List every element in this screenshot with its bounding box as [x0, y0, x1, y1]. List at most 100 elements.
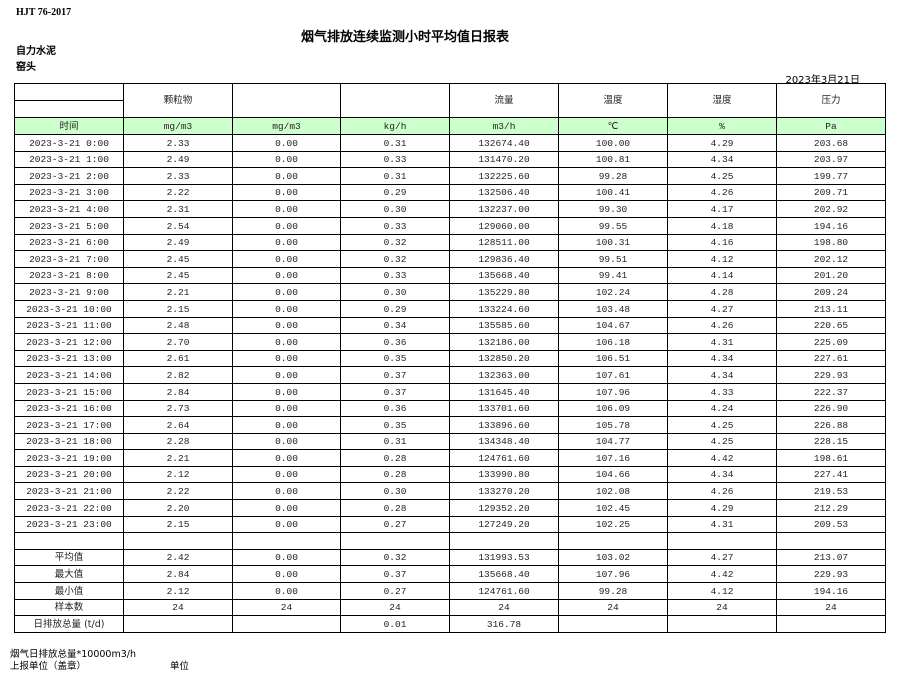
table-row: 2023-3-21 16:00 2.73 0.00 0.36 133701.60 106.… [14, 399, 886, 418]
cell-concentration: 0.00 [232, 134, 341, 152]
cell-particulate: 2.48 [123, 316, 233, 335]
cell-time: 日排放总量 (t/d) [14, 615, 124, 633]
cell-emission-rate: 24 [340, 598, 450, 617]
cell-emission-rate: 0.28 [340, 499, 450, 517]
cell-humidity: 4.16 [667, 233, 777, 252]
cell-humidity: 4.17 [667, 200, 777, 218]
footer-note: 烟气日排放总量*10000m3/h [10, 649, 136, 660]
cell-time: 2023-3-21 14:00 [14, 366, 124, 384]
cell-time: 2023-3-21 11:00 [14, 316, 124, 335]
cell-emission-rate: 0.35 [340, 349, 450, 368]
cell-emission-rate: 0.27 [340, 515, 450, 534]
cell-humidity [667, 532, 777, 550]
cell-temperature: 99.55 [558, 216, 668, 235]
cell-temperature [558, 615, 668, 633]
cell-flow: 132237.00 [449, 200, 559, 218]
summary-row [14, 532, 886, 550]
table-row: 2023-3-21 13:00 2.61 0.00 0.35 132850.20 106.… [14, 349, 886, 368]
cell-concentration: 0.00 [232, 233, 341, 252]
cell-pressure: 194.16 [776, 216, 886, 235]
cell-temperature: 102.45 [558, 499, 668, 517]
cell-flow: 132506.40 [449, 183, 559, 202]
cell-flow: 135229.80 [449, 283, 559, 301]
cell-temperature: 100.41 [558, 183, 668, 202]
cell-concentration: 0.00 [232, 449, 341, 467]
cell-time: 2023-3-21 1:00 [14, 150, 124, 169]
cell-pressure: 227.61 [776, 349, 886, 368]
cell-particulate: 2.45 [123, 250, 233, 268]
cell-temperature: 99.51 [558, 250, 668, 268]
cell-concentration: 0.00 [232, 266, 341, 285]
cell-time: 2023-3-21 22:00 [14, 499, 124, 517]
cell-time: 2023-3-21 17:00 [14, 416, 124, 434]
cell-emission-rate: 0.27 [340, 582, 450, 600]
cell-emission-rate: 0.28 [340, 449, 450, 467]
table-row: 2023-3-21 18:00 2.28 0.00 0.31 134348.40 104.… [14, 432, 886, 451]
cell-humidity: 4.27 [667, 299, 777, 318]
cell-particulate [123, 615, 233, 633]
cell-particulate: 2.22 [123, 183, 233, 202]
cell-humidity: 4.24 [667, 399, 777, 418]
cell-concentration: 0.00 [232, 283, 341, 301]
column-header-row: 颗粒物 流量 温度 湿度 压力 [14, 83, 886, 118]
cell-humidity: 4.42 [667, 449, 777, 467]
cell-concentration: 0.00 [232, 150, 341, 169]
cell-emission-rate: 0.33 [340, 266, 450, 285]
cell-temperature: 100.31 [558, 233, 668, 252]
cell-concentration: 0.00 [232, 565, 341, 584]
cell-time: 最小值 [14, 582, 124, 600]
table-row: 2023-3-21 0:00 2.33 0.00 0.31 132674.40 100.0… [14, 134, 886, 152]
cell-emission-rate: 0.37 [340, 382, 450, 401]
cell-pressure: 202.92 [776, 200, 886, 218]
cell-concentration: 0.00 [232, 499, 341, 517]
cell-time: 2023-3-21 21:00 [14, 482, 124, 501]
cell-humidity: 4.26 [667, 183, 777, 202]
cell-flow: 135668.40 [449, 266, 559, 285]
cell-temperature: 99.28 [558, 582, 668, 600]
cell-pressure: 212.29 [776, 499, 886, 517]
column-header-corner [14, 83, 124, 118]
cell-temperature: 104.67 [558, 316, 668, 335]
cell-pressure: 202.12 [776, 250, 886, 268]
cell-concentration: 0.00 [232, 382, 341, 401]
cell-time: 2023-3-21 13:00 [14, 349, 124, 368]
cell-emission-rate: 0.31 [340, 432, 450, 451]
cell-pressure: 194.16 [776, 582, 886, 600]
cell-pressure: 226.88 [776, 416, 886, 434]
table-row: 2023-3-21 2:00 2.33 0.00 0.31 132225.60 99.28… [14, 167, 886, 185]
table-row: 2023-3-21 14:00 2.82 0.00 0.37 132363.00 107.… [14, 366, 886, 384]
cell-particulate: 2.70 [123, 333, 233, 351]
cell-pressure [776, 532, 886, 550]
cell-humidity: 4.14 [667, 266, 777, 285]
cell-flow: 131645.40 [449, 382, 559, 401]
cell-humidity: 4.18 [667, 216, 777, 235]
cell-concentration: 0.00 [232, 366, 341, 384]
cell-concentration: 0.00 [232, 465, 341, 484]
cell-temperature: 24 [558, 598, 668, 617]
cell-concentration: 0.00 [232, 316, 341, 335]
cell-emission-rate [340, 532, 450, 550]
column-header-particulate: 颗粒物 [123, 83, 233, 118]
cell-temperature: 107.61 [558, 366, 668, 384]
column-header-blank-2 [340, 83, 450, 118]
summary-row: 样本数 24 24 24 24 24 24 24 [14, 598, 886, 617]
cell-time: 2023-3-21 19:00 [14, 449, 124, 467]
cell-pressure: 227.41 [776, 465, 886, 484]
cell-emission-rate: 0.33 [340, 216, 450, 235]
cell-pressure: 213.07 [776, 548, 886, 567]
cell-time: 平均值 [14, 548, 124, 567]
cell-concentration: 0.00 [232, 167, 341, 185]
cell-particulate: 2.42 [123, 548, 233, 567]
cell-concentration [232, 532, 341, 550]
table-row: 2023-3-21 3:00 2.22 0.00 0.29 132506.40 100.4… [14, 183, 886, 202]
cell-time: 2023-3-21 6:00 [14, 233, 124, 252]
cell-humidity: 4.29 [667, 499, 777, 517]
cell-concentration: 0.00 [232, 515, 341, 534]
cell-emission-rate: 0.30 [340, 482, 450, 501]
cell-pressure: 229.93 [776, 366, 886, 384]
cell-particulate: 2.31 [123, 200, 233, 218]
table-row: 2023-3-21 1:00 2.49 0.00 0.33 131470.20 100.8… [14, 150, 886, 169]
cell-concentration: 0.00 [232, 399, 341, 418]
cell-pressure: 225.09 [776, 333, 886, 351]
summary-row: 最小值 2.12 0.00 0.27 124761.60 99.28 4.12 194.16 [14, 582, 886, 600]
